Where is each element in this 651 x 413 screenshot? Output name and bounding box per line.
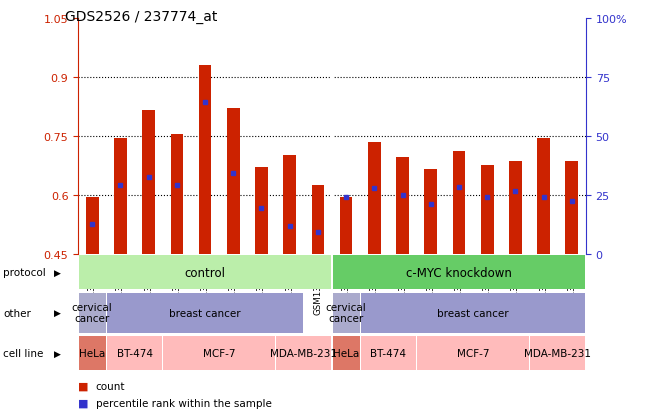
Text: ▶: ▶	[54, 309, 61, 317]
Bar	[163, 336, 275, 370]
Bar	[107, 336, 162, 370]
Text: ■: ■	[78, 381, 89, 391]
Text: cervical
cancer: cervical cancer	[326, 302, 367, 324]
Text: HeLa: HeLa	[79, 348, 105, 358]
Bar	[79, 336, 105, 370]
Bar	[368, 142, 381, 254]
Bar	[283, 156, 296, 254]
Text: control: control	[185, 266, 225, 279]
Text: BT-474: BT-474	[117, 348, 152, 358]
Bar	[171, 134, 183, 254]
Bar	[481, 166, 493, 254]
Bar	[312, 185, 324, 254]
Text: count: count	[96, 381, 125, 391]
Text: ▶: ▶	[54, 268, 61, 277]
Bar	[79, 293, 105, 333]
Bar	[143, 111, 155, 254]
Bar	[424, 170, 437, 254]
Bar	[276, 336, 331, 370]
Bar	[333, 256, 585, 290]
Bar	[566, 162, 578, 254]
Text: HeLa: HeLa	[333, 348, 359, 358]
Text: cell line: cell line	[3, 348, 44, 358]
Bar	[114, 138, 127, 254]
Text: c-MYC knockdown: c-MYC knockdown	[406, 266, 512, 279]
Bar	[417, 336, 529, 370]
Bar	[509, 162, 521, 254]
Text: breast cancer: breast cancer	[169, 308, 241, 318]
Bar	[199, 66, 212, 254]
Bar	[396, 158, 409, 254]
Text: percentile rank within the sample: percentile rank within the sample	[96, 398, 271, 408]
Text: ▶: ▶	[54, 349, 61, 358]
Text: GDS2526 / 237774_at: GDS2526 / 237774_at	[65, 10, 217, 24]
Bar	[530, 336, 585, 370]
Bar	[79, 256, 331, 290]
Text: MCF-7: MCF-7	[457, 348, 490, 358]
Bar	[340, 197, 352, 254]
Text: cervical
cancer: cervical cancer	[72, 302, 113, 324]
Bar	[86, 197, 98, 254]
Bar	[255, 168, 268, 254]
Bar	[361, 293, 585, 333]
Bar	[107, 293, 303, 333]
Text: MDA-MB-231: MDA-MB-231	[270, 348, 337, 358]
Text: MCF-7: MCF-7	[203, 348, 236, 358]
Bar	[361, 336, 416, 370]
Text: MDA-MB-231: MDA-MB-231	[524, 348, 591, 358]
Bar	[227, 109, 240, 254]
Text: other: other	[3, 308, 31, 318]
Text: BT-474: BT-474	[370, 348, 406, 358]
Bar	[333, 293, 359, 333]
Bar	[452, 152, 465, 254]
Text: ■: ■	[78, 398, 89, 408]
Bar	[537, 138, 550, 254]
Text: breast cancer: breast cancer	[437, 308, 509, 318]
Text: protocol: protocol	[3, 268, 46, 278]
Bar	[333, 336, 359, 370]
